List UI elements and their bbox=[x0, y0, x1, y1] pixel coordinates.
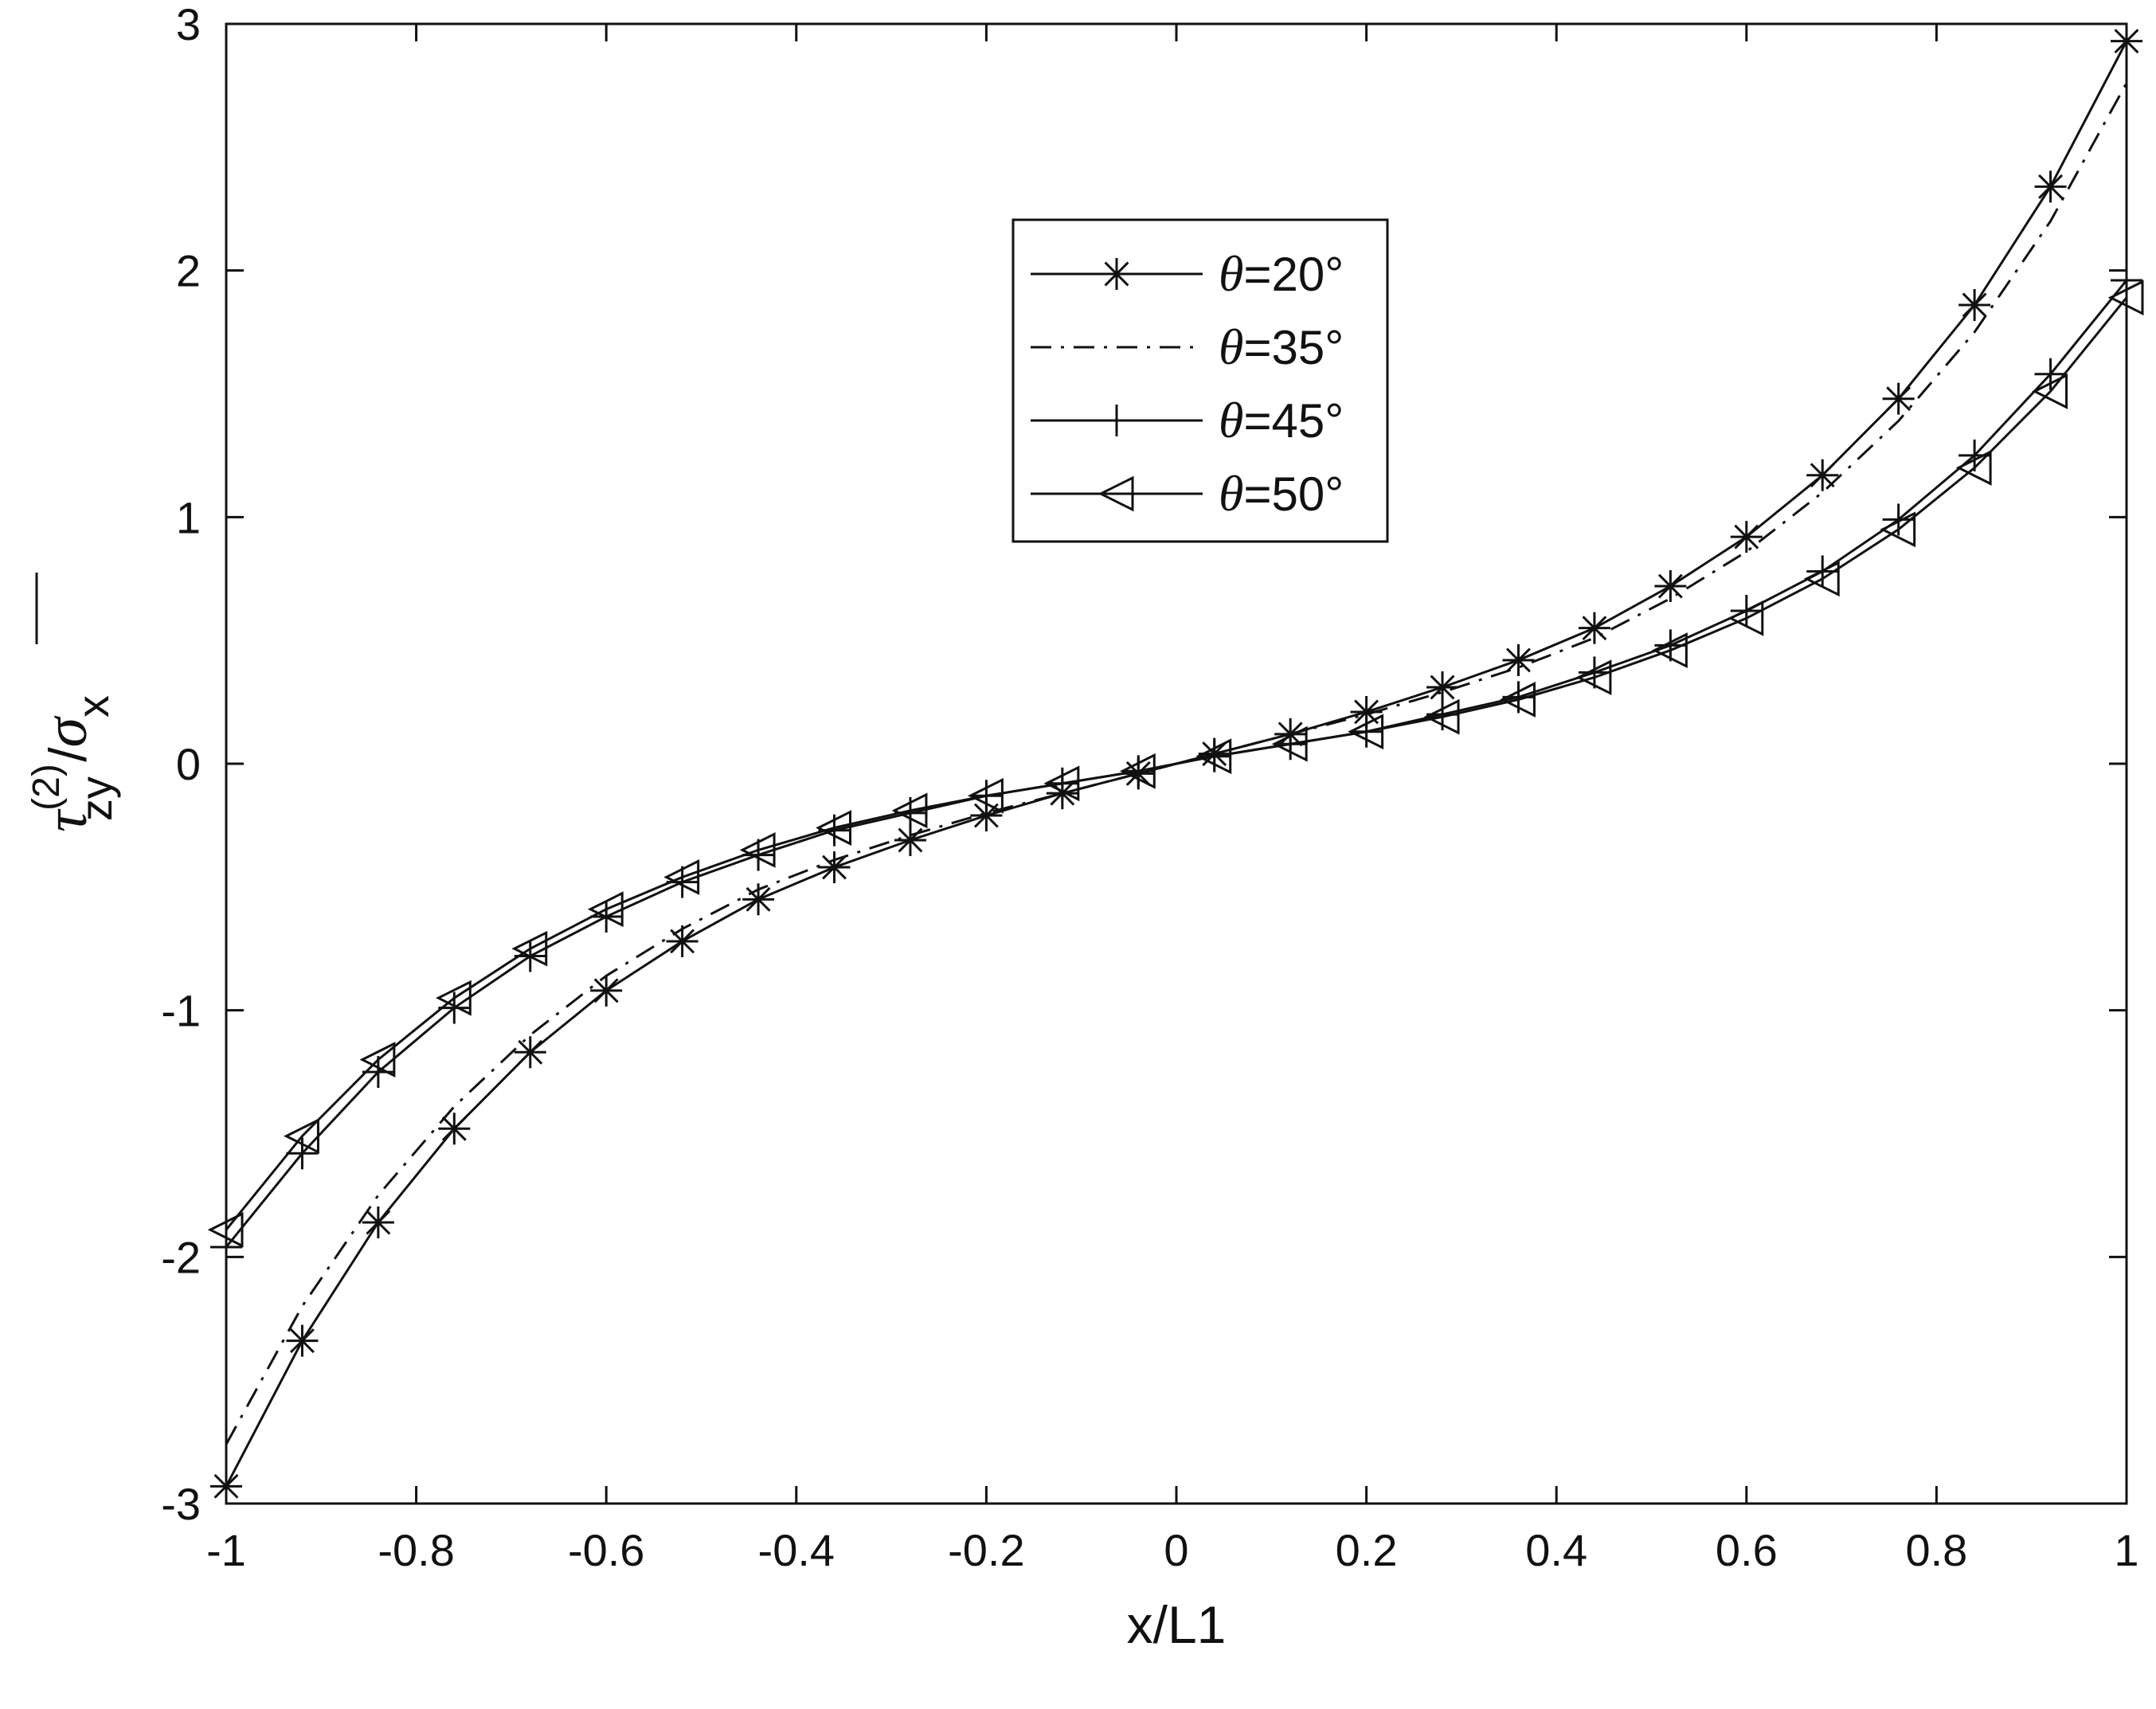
marker-asterisk bbox=[1654, 570, 1687, 603]
marker-asterisk bbox=[590, 974, 623, 1007]
y-axis-label: τ(2)zy /σx bbox=[25, 573, 121, 832]
marker-triangle-left bbox=[816, 810, 852, 846]
y-tick-label: 1 bbox=[176, 492, 201, 542]
y-axis-label-text: τ(2)zy /σx bbox=[25, 695, 121, 832]
marker-triangle-left bbox=[968, 777, 1004, 814]
marker-plus bbox=[1274, 728, 1307, 761]
x-tick-label: 1 bbox=[2114, 1525, 2138, 1575]
x-tick-label: -0.4 bbox=[758, 1525, 835, 1575]
x-tick-label: 0.2 bbox=[1336, 1525, 1398, 1575]
marker-triangle-left bbox=[511, 930, 548, 967]
marker-asterisk bbox=[1578, 612, 1610, 644]
marker-triangle-left bbox=[891, 792, 928, 829]
y-tick-label: -1 bbox=[161, 986, 201, 1036]
x-axis-label: x/L1 bbox=[1127, 1595, 1227, 1654]
marker-asterisk bbox=[1730, 521, 1763, 553]
series-line-3 bbox=[225, 296, 2128, 1231]
marker-triangle-left bbox=[1119, 753, 1156, 789]
marker-asterisk bbox=[818, 851, 851, 884]
marker-asterisk bbox=[742, 883, 775, 916]
marker-asterisk bbox=[1101, 258, 1133, 290]
y-tick-label: -2 bbox=[161, 1232, 201, 1282]
marker-triangle-left bbox=[663, 859, 700, 895]
marker-plus bbox=[1654, 629, 1687, 662]
y-tick-label: 3 bbox=[176, 0, 201, 49]
legend-label-3: θ=50° bbox=[1219, 465, 1344, 522]
marker-asterisk bbox=[1502, 643, 1535, 676]
x-tick-label: -0.2 bbox=[948, 1525, 1025, 1575]
marker-triangle-left bbox=[1652, 632, 1688, 668]
marker-asterisk bbox=[1806, 459, 1839, 491]
marker-triangle-left bbox=[284, 1118, 319, 1155]
marker-asterisk bbox=[438, 1113, 471, 1145]
marker-triangle-left bbox=[1803, 561, 1840, 597]
marker-plus bbox=[1046, 767, 1078, 800]
marker-plus bbox=[438, 991, 471, 1024]
marker-triangle-left bbox=[739, 831, 776, 868]
legend: θ=20° θ=35° θ=45° θ=50° bbox=[1011, 218, 1389, 543]
marker-asterisk bbox=[286, 1324, 319, 1357]
marker-plus bbox=[1882, 503, 1915, 536]
marker-asterisk bbox=[514, 1036, 546, 1069]
marker-triangle-left bbox=[1271, 725, 1308, 762]
marker-triangle-left bbox=[1098, 475, 1134, 512]
marker-triangle-left bbox=[359, 1042, 396, 1078]
marker-triangle-left bbox=[1880, 511, 1916, 548]
x-tick-label: -0.6 bbox=[568, 1525, 645, 1575]
legend-label-2: θ=45° bbox=[1219, 392, 1344, 448]
marker-asterisk bbox=[894, 823, 926, 856]
marker-asterisk bbox=[1426, 671, 1459, 704]
marker-triangle-left bbox=[1043, 765, 1080, 802]
marker-asterisk bbox=[362, 1206, 394, 1238]
legend-label-0: θ=20° bbox=[1219, 245, 1344, 302]
marker-plus bbox=[1122, 755, 1155, 788]
x-tick-label: 0.8 bbox=[1905, 1525, 1967, 1575]
marker-plus bbox=[1198, 740, 1231, 772]
tick-layer: -1 -0.8 -0.6 -0.4 -0.2 0 0.2 0.4 0.6 0.8 1 -3 -2 -1 0 1… bbox=[161, 0, 2138, 1575]
marker-triangle-left bbox=[1955, 449, 1992, 486]
marker-plus bbox=[1350, 715, 1383, 748]
marker-plus bbox=[666, 866, 698, 898]
y-tick-label: 2 bbox=[176, 246, 201, 296]
marker-triangle-left bbox=[1423, 698, 1460, 735]
y-tick-label: -3 bbox=[161, 1479, 201, 1529]
y-tick-label: 0 bbox=[176, 739, 201, 789]
marker-triangle-left bbox=[1575, 659, 1612, 696]
marker-asterisk bbox=[2034, 170, 2067, 203]
x-tick-label: 0.6 bbox=[1716, 1525, 1778, 1575]
marker-asterisk bbox=[666, 925, 698, 957]
x-tick-label: 0 bbox=[1164, 1525, 1188, 1575]
x-tick-label: 0.4 bbox=[1525, 1525, 1587, 1575]
marker-plus bbox=[742, 839, 775, 871]
marker-asterisk bbox=[1958, 289, 1991, 322]
marker-plus bbox=[970, 780, 1003, 812]
marker-asterisk bbox=[1882, 382, 1915, 415]
marker-triangle-left bbox=[1348, 714, 1384, 750]
marker-plus bbox=[1578, 656, 1610, 689]
x-tick-label: -1 bbox=[206, 1525, 246, 1575]
marker-triangle-left bbox=[1500, 682, 1536, 718]
marker-plus bbox=[1101, 405, 1133, 436]
marker-triangle-left bbox=[587, 891, 624, 928]
marker-triangle-left bbox=[1728, 600, 1764, 636]
legend-label-1: θ=35° bbox=[1219, 319, 1344, 375]
marker-triangle-left bbox=[435, 980, 472, 1016]
marker-layer bbox=[207, 25, 2144, 1503]
x-tick-label: -0.8 bbox=[378, 1525, 455, 1575]
marker-triangle-left bbox=[2032, 373, 2068, 409]
marker-triangle-left bbox=[1195, 738, 1232, 775]
